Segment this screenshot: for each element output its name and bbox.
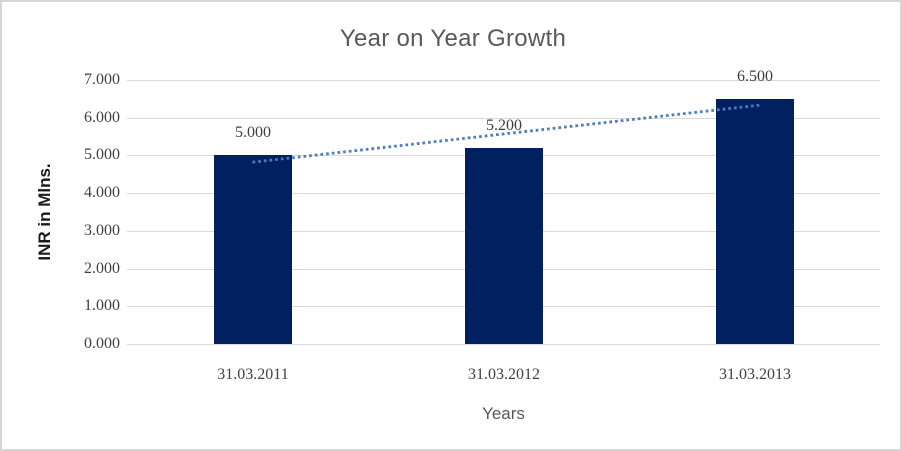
bar-31.03.2013 [716,99,794,344]
x-category-label: 31.03.2013 [719,366,791,383]
chart-title: Year on Year Growth [339,25,567,52]
y-tick-label: 2.000 [84,260,120,277]
bar-31.03.2011 [214,155,292,344]
plot-area: 5.000 5.200 6.500 [127,68,880,345]
y-tick-label: 1.000 [84,297,120,314]
y-tick-label: 4.000 [84,184,120,201]
y-tick-label: 6.000 [84,109,120,126]
x-axis-title: Years [482,404,525,423]
gridline [127,80,880,81]
bar-data-label: 6.500 [737,68,773,85]
gridline [127,344,880,345]
y-tick-label: 0.000 [84,335,120,352]
y-tick-label: 7.000 [84,71,120,88]
y-axis-title: INR in Mlns. [35,163,54,261]
trendline-layer [252,103,763,164]
bar-data-label: 5.000 [235,124,271,141]
linear-trendline [252,103,763,164]
x-category-label: 31.03.2012 [468,366,540,383]
bar-31.03.2012 [465,148,543,344]
gridline [127,118,880,119]
y-tick-label: 5.000 [84,146,120,163]
x-category-label: 31.03.2011 [217,366,289,383]
bar-data-label: 5.200 [486,117,522,134]
y-tick-label: 3.000 [84,222,120,239]
